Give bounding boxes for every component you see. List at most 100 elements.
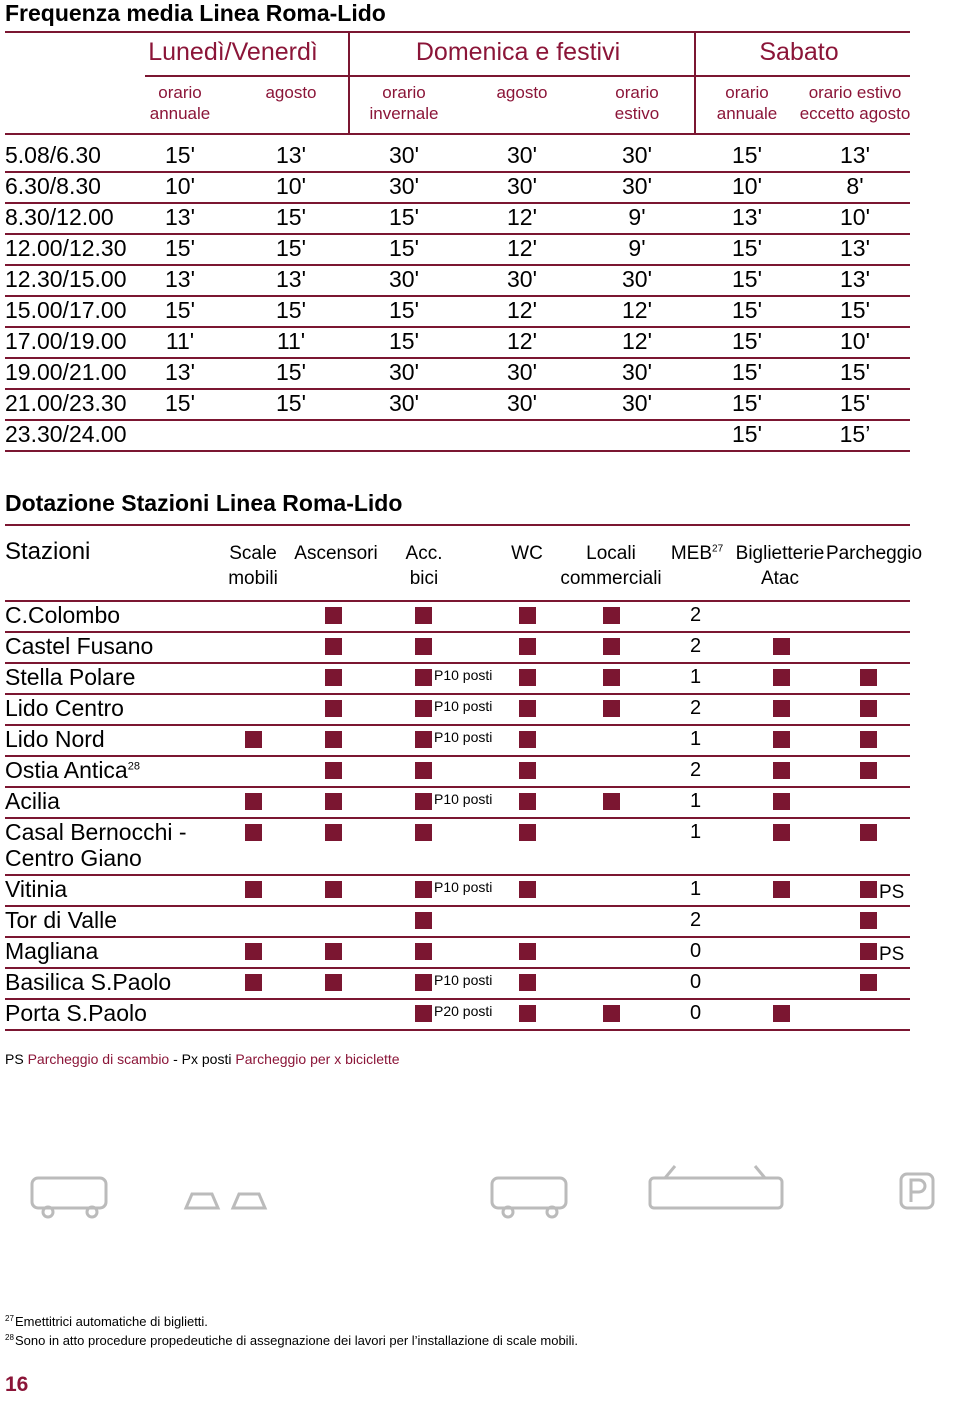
mark	[773, 881, 790, 898]
title: Dotazione Stazioni Linea Roma-Lido	[5, 490, 403, 516]
time: 15.00/17.00	[5, 297, 127, 323]
mark	[773, 762, 790, 779]
station: Lido Centro	[5, 695, 124, 721]
frequency: 13'	[165, 204, 195, 230]
station: Porta S.Paolo	[5, 1000, 147, 1026]
frequency: 13'	[840, 266, 870, 292]
mark-label: P10 posti	[434, 972, 493, 988]
mark	[519, 793, 536, 810]
frequency: 15'	[165, 235, 195, 261]
mark	[603, 700, 620, 717]
mark	[415, 1005, 432, 1022]
frequency: 15'	[732, 328, 762, 354]
frequency: 11'	[165, 328, 195, 354]
column-header: Acc.	[405, 543, 443, 564]
frequency: 30'	[507, 142, 537, 168]
column-header: eccetto agosto	[799, 104, 911, 123]
icons	[30, 1165, 935, 1219]
station: Tor di Valle	[5, 907, 118, 933]
rule	[5, 1029, 910, 1031]
mark-label: PS	[879, 882, 905, 903]
legend-text: Parcheggio per x biciclette	[235, 1051, 400, 1067]
column-header: agosto	[496, 83, 548, 102]
rule	[5, 357, 910, 359]
mark	[519, 607, 536, 624]
frequency: 30'	[622, 142, 652, 168]
frequency: 15'	[276, 297, 306, 323]
frequency: 15'	[276, 235, 306, 261]
station: Centro Giano	[5, 845, 142, 871]
rule	[5, 662, 910, 664]
rule	[5, 755, 910, 757]
station: C.Colombo	[5, 602, 121, 628]
footnote: Sono in atto procedure propedeutiche di …	[15, 1333, 578, 1348]
mark	[519, 638, 536, 655]
mark	[245, 881, 262, 898]
rule	[5, 967, 910, 969]
column-header: commerciali	[560, 568, 662, 589]
mark	[860, 762, 877, 779]
frequency: 13'	[165, 359, 195, 385]
rule	[5, 998, 910, 1000]
mark	[860, 881, 877, 898]
frequency: 15'	[389, 204, 419, 230]
meb-count: 2	[690, 759, 702, 781]
frequency: 15'	[732, 142, 762, 168]
frequency: 8'	[846, 173, 864, 199]
frequency: 15'	[840, 297, 870, 323]
frequency: 15’	[839, 421, 871, 447]
frequency: 9'	[628, 235, 646, 261]
frequency: 10'	[165, 173, 195, 199]
frequency: 13'	[276, 266, 306, 292]
frequency: 12'	[622, 328, 652, 354]
mark	[415, 824, 432, 841]
column-header: orario	[382, 83, 426, 102]
rule	[5, 905, 910, 907]
time: 17.00/19.00	[5, 328, 127, 354]
column-header: Parcheggio	[825, 543, 923, 564]
station: Magliana	[5, 938, 99, 964]
frequency: 10'	[840, 204, 870, 230]
frequency: 15'	[732, 421, 762, 447]
mark-label: P10 posti	[434, 729, 493, 745]
column-header: orario	[158, 83, 202, 102]
mark	[860, 700, 877, 717]
frequency: 12'	[507, 235, 537, 261]
mark	[519, 974, 536, 991]
footnote: Emettitrici automatiche di biglietti.	[15, 1314, 208, 1329]
column-header: annuale	[149, 104, 211, 123]
frequency: 12'	[507, 328, 537, 354]
mark	[860, 912, 877, 929]
frequency: 15'	[732, 235, 762, 261]
mark	[325, 824, 342, 841]
station: Stella Polare	[5, 664, 136, 690]
frequency: 15'	[389, 235, 419, 261]
mark	[603, 1005, 620, 1022]
station: Vitinia	[5, 876, 68, 902]
mark	[325, 762, 342, 779]
frequency: 13'	[840, 142, 870, 168]
station: Lido Nord	[5, 726, 105, 752]
mark	[325, 881, 342, 898]
frequency: 12'	[507, 297, 537, 323]
meb-count: 0	[690, 971, 702, 993]
mark	[603, 638, 620, 655]
mark	[415, 943, 432, 960]
mark	[325, 974, 342, 991]
column-header: Atac	[760, 568, 800, 589]
rule	[5, 419, 910, 421]
mark	[773, 638, 790, 655]
mark	[603, 607, 620, 624]
mark	[245, 974, 262, 991]
frequency: 12'	[622, 297, 652, 323]
mark	[415, 638, 432, 655]
mark	[415, 912, 432, 929]
column-header: Ascensori	[294, 543, 378, 564]
mark	[415, 762, 432, 779]
frequency: 30'	[622, 266, 652, 292]
column-header: estivo	[614, 104, 660, 123]
page-number: 16	[5, 1373, 29, 1396]
mark	[860, 974, 877, 991]
time: 19.00/21.00	[5, 359, 127, 385]
column-header: Locali	[586, 543, 636, 564]
